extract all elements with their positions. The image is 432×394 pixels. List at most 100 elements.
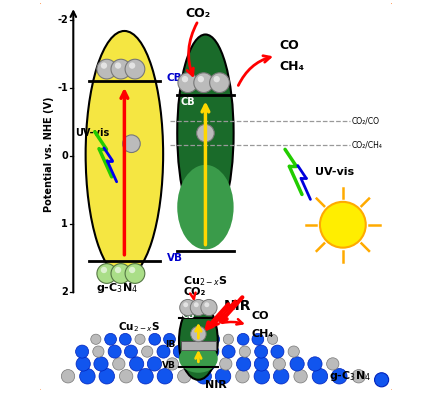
Circle shape	[191, 346, 202, 357]
Circle shape	[125, 59, 145, 79]
Circle shape	[115, 62, 121, 69]
Circle shape	[91, 334, 101, 344]
Circle shape	[290, 357, 304, 371]
Circle shape	[94, 357, 108, 371]
Circle shape	[210, 73, 229, 93]
Text: CB: CB	[181, 311, 194, 320]
Text: UV-vis: UV-vis	[76, 128, 110, 138]
Circle shape	[254, 345, 268, 358]
Circle shape	[138, 368, 153, 384]
Text: Potential vs. NHE (V): Potential vs. NHE (V)	[44, 97, 54, 212]
Circle shape	[147, 357, 162, 371]
Text: CO₂/CH₄: CO₂/CH₄	[352, 140, 382, 149]
Text: CO₂/CO: CO₂/CO	[352, 116, 380, 125]
Text: g-C$_3$N$_4$: g-C$_3$N$_4$	[96, 281, 138, 295]
Circle shape	[273, 358, 286, 370]
Text: CH₄: CH₄	[251, 329, 273, 339]
Circle shape	[97, 59, 117, 79]
Circle shape	[194, 302, 199, 307]
Circle shape	[206, 345, 219, 358]
Circle shape	[76, 345, 89, 358]
Text: CB: CB	[167, 73, 182, 83]
Text: CO₂: CO₂	[186, 7, 211, 20]
Circle shape	[115, 267, 121, 273]
Circle shape	[157, 368, 173, 384]
Circle shape	[237, 333, 249, 345]
Ellipse shape	[179, 302, 218, 380]
Circle shape	[213, 76, 220, 82]
Circle shape	[101, 62, 107, 69]
Circle shape	[79, 368, 95, 384]
Circle shape	[108, 345, 121, 358]
Circle shape	[219, 358, 232, 370]
Circle shape	[267, 334, 278, 344]
Text: g-C$_3$N$_4$: g-C$_3$N$_4$	[329, 369, 371, 383]
Circle shape	[120, 370, 133, 383]
Text: CB: CB	[181, 97, 195, 107]
Text: -1: -1	[57, 83, 68, 93]
Text: NIR: NIR	[223, 299, 251, 313]
Circle shape	[239, 346, 251, 357]
Circle shape	[178, 73, 198, 93]
Circle shape	[124, 345, 137, 358]
Circle shape	[288, 346, 299, 357]
Text: -2: -2	[57, 15, 68, 25]
Text: Cu$_{2-x}$S: Cu$_{2-x}$S	[183, 274, 228, 288]
Text: CO: CO	[280, 39, 299, 52]
Circle shape	[111, 264, 131, 283]
Text: NIR: NIR	[205, 380, 227, 390]
Circle shape	[332, 368, 347, 384]
Circle shape	[173, 345, 186, 358]
Ellipse shape	[177, 165, 234, 249]
Circle shape	[119, 333, 131, 345]
Circle shape	[113, 358, 125, 370]
Circle shape	[130, 357, 144, 371]
Circle shape	[129, 62, 135, 69]
Circle shape	[236, 357, 251, 371]
Text: UV-vis: UV-vis	[314, 167, 354, 177]
Text: CH₄: CH₄	[280, 60, 305, 73]
Text: VB: VB	[167, 253, 183, 263]
Circle shape	[352, 370, 365, 383]
Circle shape	[308, 357, 322, 371]
Text: IB: IB	[165, 340, 175, 349]
Text: CO: CO	[251, 311, 269, 322]
Text: 2: 2	[61, 287, 68, 297]
Circle shape	[183, 302, 188, 307]
Circle shape	[157, 345, 170, 358]
Circle shape	[61, 370, 75, 383]
Text: CO₂: CO₂	[184, 287, 206, 297]
Circle shape	[97, 264, 117, 283]
Circle shape	[190, 299, 206, 316]
Circle shape	[294, 370, 307, 383]
Circle shape	[223, 334, 233, 344]
Circle shape	[135, 334, 145, 344]
Circle shape	[99, 368, 114, 384]
Circle shape	[236, 370, 249, 383]
Circle shape	[271, 345, 284, 358]
Circle shape	[215, 368, 231, 384]
Circle shape	[375, 373, 389, 387]
Ellipse shape	[86, 31, 163, 278]
Circle shape	[198, 76, 204, 82]
Circle shape	[204, 302, 210, 307]
Circle shape	[197, 125, 214, 142]
Text: VB: VB	[162, 361, 175, 370]
Circle shape	[208, 333, 219, 345]
Circle shape	[273, 368, 289, 384]
Circle shape	[312, 368, 328, 384]
Circle shape	[105, 333, 117, 345]
Circle shape	[142, 346, 153, 357]
Circle shape	[320, 202, 366, 248]
Bar	[181, 341, 216, 350]
Circle shape	[254, 368, 270, 384]
Circle shape	[129, 267, 135, 273]
Circle shape	[111, 59, 131, 79]
Circle shape	[327, 358, 339, 370]
Circle shape	[254, 357, 269, 371]
Circle shape	[164, 333, 175, 345]
Text: Cu$_{2-x}$S: Cu$_{2-x}$S	[118, 320, 160, 334]
Ellipse shape	[177, 35, 234, 232]
Circle shape	[201, 357, 215, 371]
Circle shape	[191, 326, 206, 342]
